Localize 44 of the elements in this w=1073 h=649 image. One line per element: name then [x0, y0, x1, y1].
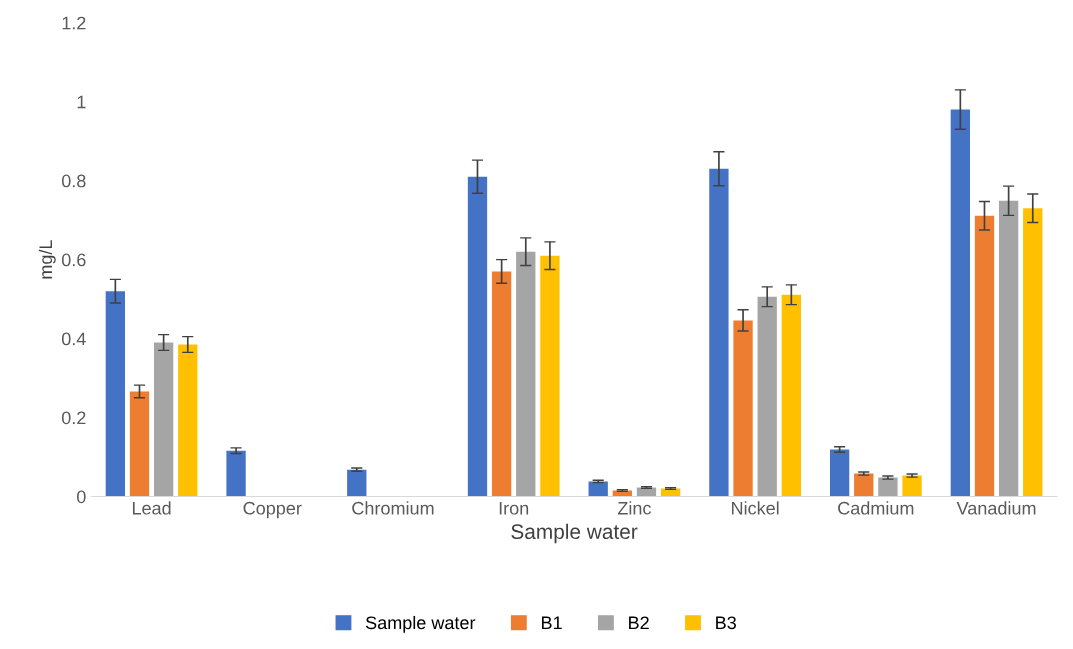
- bar: [974, 215, 995, 497]
- bar: [878, 477, 898, 497]
- x-tick-label: Copper: [243, 501, 302, 519]
- y-axis-title: mg/L: [38, 240, 56, 279]
- x-tick-label: Chromium: [352, 501, 434, 515]
- bar: [129, 391, 150, 497]
- x-tick-label: Nickel: [732, 501, 779, 515]
- bar: [902, 475, 922, 497]
- bar: [829, 449, 850, 497]
- bar: [733, 320, 753, 497]
- bar: [998, 200, 1019, 497]
- bar: [516, 251, 536, 497]
- bar: [540, 255, 560, 497]
- bar: [178, 344, 198, 497]
- bar: [588, 481, 608, 497]
- bar: [467, 176, 488, 497]
- y-tick-label: 0.8: [61, 174, 86, 188]
- bar: [226, 450, 246, 497]
- bar: [781, 294, 801, 497]
- legend-label: B2: [629, 616, 649, 629]
- y-tick-label: 0.6: [61, 253, 86, 267]
- bar: [1023, 208, 1043, 497]
- y-tick-label: 1: [77, 95, 86, 109]
- x-tick-label: Cadmium: [838, 501, 914, 515]
- bar: [347, 469, 367, 497]
- x-tick-label: Iron: [499, 502, 529, 515]
- legend-label: B1: [541, 616, 562, 629]
- x-tick-label: Zinc: [617, 501, 651, 515]
- y-tick-label: 0.4: [61, 332, 86, 346]
- y-tick-label: 0: [77, 490, 86, 504]
- bar: [854, 473, 874, 497]
- bar: [757, 296, 777, 497]
- x-axis-title: Sample water: [511, 523, 638, 544]
- legend-label: Sample water: [365, 615, 476, 633]
- x-tick-label: Lead: [132, 501, 171, 515]
- y-tick-label: 0.2: [61, 411, 86, 425]
- bar: [153, 342, 174, 497]
- bar: [105, 291, 125, 497]
- bar: [950, 109, 970, 497]
- y-tick-label: 1.2: [62, 16, 86, 30]
- legend-label: B3: [716, 616, 736, 630]
- x-tick-label: Vanadium: [956, 501, 1036, 515]
- bar: [709, 168, 729, 497]
- bar: [491, 271, 512, 497]
